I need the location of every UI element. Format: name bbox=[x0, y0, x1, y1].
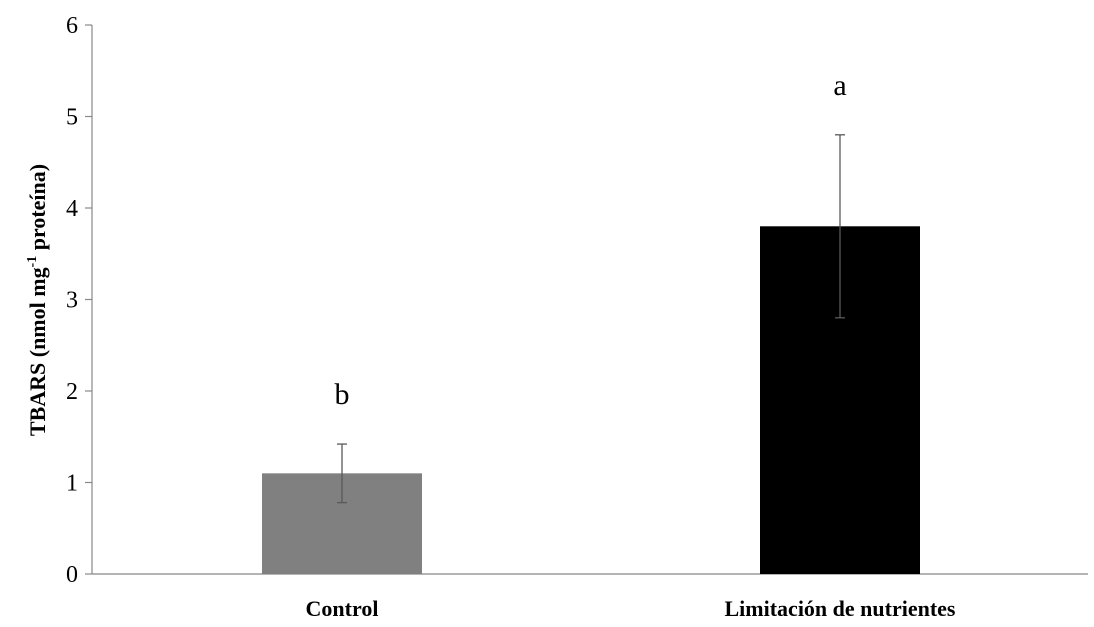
y-axis-title-superscript: -1 bbox=[25, 256, 40, 268]
error-bars bbox=[337, 134, 845, 504]
y-tick-label: 4 bbox=[66, 196, 78, 222]
y-tick-label: 3 bbox=[66, 288, 78, 314]
category-labels: Control Limitación de nutrientes bbox=[306, 596, 956, 621]
y-axis-title-tail: proteína) bbox=[25, 164, 50, 256]
y-axis-title: TBARS (nmol mg-1 proteína) bbox=[25, 164, 50, 436]
y-tick-label: 2 bbox=[66, 379, 78, 405]
y-axis: 0 1 2 3 4 5 6 bbox=[66, 13, 1088, 588]
y-tick-label: 1 bbox=[66, 471, 78, 497]
y-tick-label: 6 bbox=[66, 13, 78, 39]
y-axis-title-main: TBARS (nmol mg bbox=[25, 267, 50, 436]
y-tick-label: 5 bbox=[66, 105, 78, 131]
bars bbox=[262, 226, 920, 575]
significance-labels: ba bbox=[335, 69, 847, 411]
y-tick-label: 0 bbox=[66, 562, 78, 588]
x-category-label: Control bbox=[306, 596, 379, 621]
significance-label: a bbox=[833, 69, 846, 102]
significance-label: b bbox=[335, 378, 350, 411]
x-category-label: Limitación de nutrientes bbox=[725, 596, 956, 621]
